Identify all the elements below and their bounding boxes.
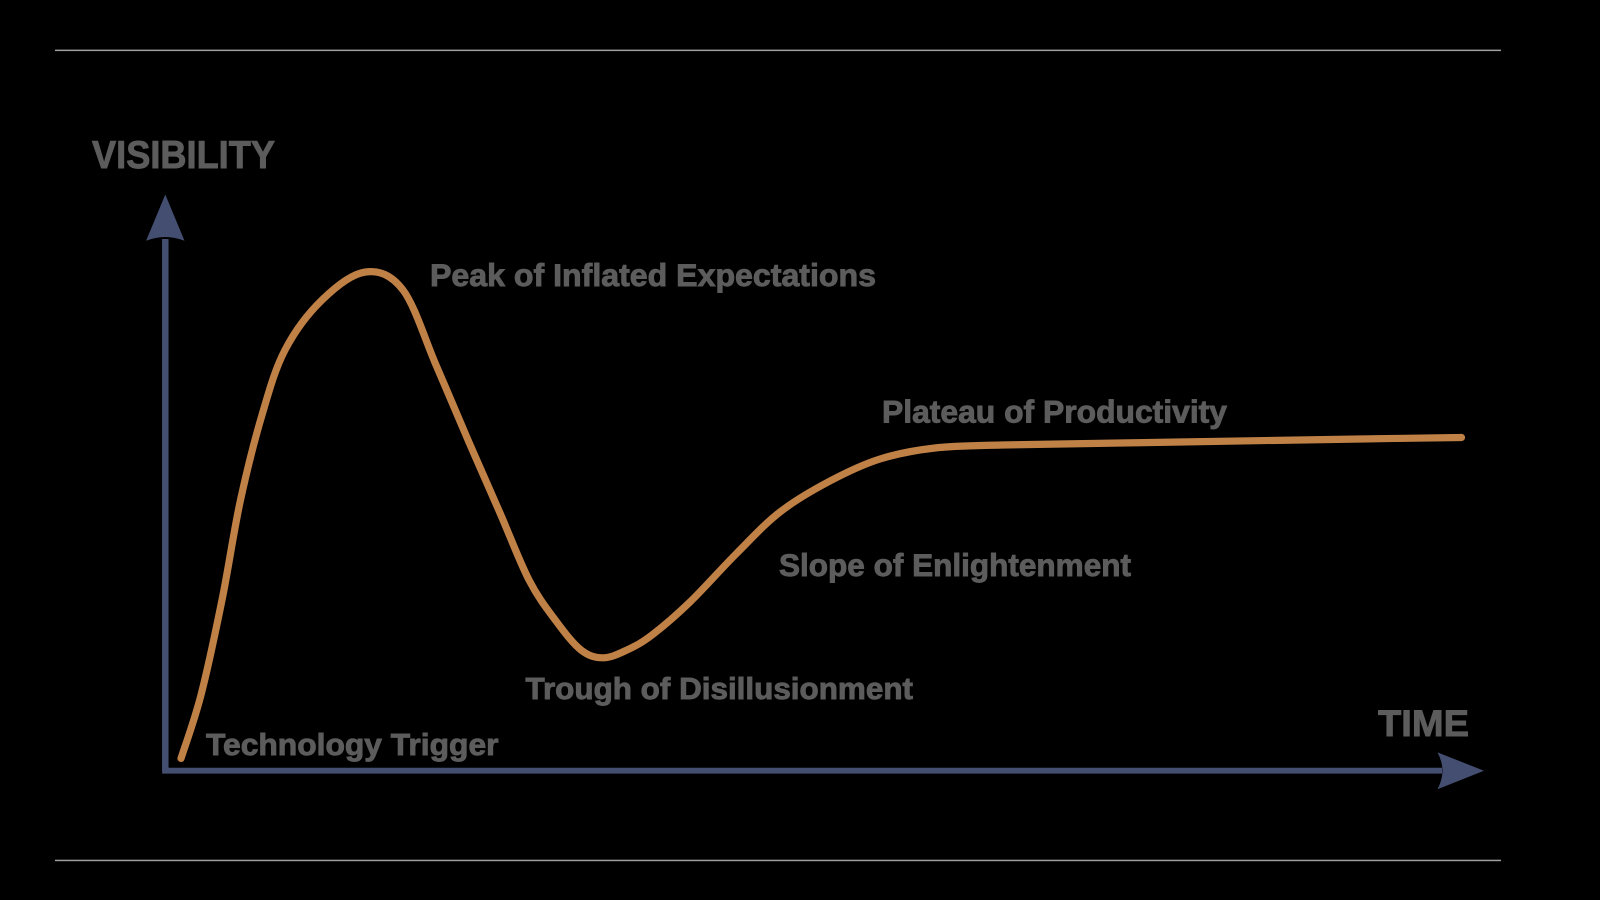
svg-text:Plateau of Productivity: Plateau of Productivity bbox=[882, 394, 1227, 430]
svg-text:Technology Trigger: Technology Trigger bbox=[206, 728, 499, 762]
svg-text:Trough of Disillusionment: Trough of Disillusionment bbox=[526, 672, 914, 706]
svg-text:Peak of Inflated Expectations: Peak of Inflated Expectations bbox=[430, 257, 876, 293]
svg-text:Slope of Enlightenment: Slope of Enlightenment bbox=[779, 547, 1132, 583]
svg-text:TIME: TIME bbox=[1378, 702, 1469, 744]
svg-text:VISIBILITY: VISIBILITY bbox=[92, 134, 275, 177]
